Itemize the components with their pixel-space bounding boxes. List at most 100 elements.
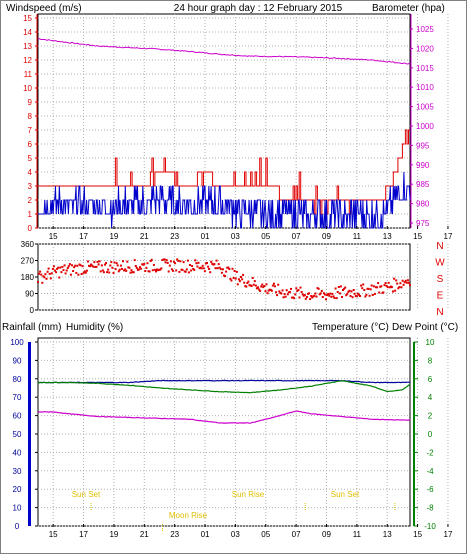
windspeed-tick-label: 15 xyxy=(23,14,32,23)
direction-point xyxy=(129,271,132,274)
direction-point xyxy=(42,275,45,278)
direction-point xyxy=(44,273,47,276)
temperature-tick-label: 10 xyxy=(426,338,435,347)
direction-point xyxy=(49,277,52,280)
direction-point xyxy=(348,289,351,292)
time-tick-label: 17 xyxy=(444,232,453,241)
temperature-title: Temperature (°C) xyxy=(312,322,389,333)
direction-point xyxy=(116,264,119,267)
direction-point xyxy=(386,286,389,289)
direction-point xyxy=(350,290,353,293)
direction-point xyxy=(81,265,84,268)
direction-point xyxy=(89,265,92,268)
direction-point xyxy=(371,294,374,296)
direction-point xyxy=(181,268,184,271)
direction-point xyxy=(69,273,72,276)
temperature-tick-label: 4 xyxy=(428,393,433,402)
time-tick-label: 15 xyxy=(413,530,422,539)
direction-point xyxy=(360,284,363,287)
direction-point xyxy=(155,270,157,273)
windspeed-tick-label: 11 xyxy=(24,70,33,79)
direction-point xyxy=(179,260,182,263)
direction-point xyxy=(325,298,327,301)
direction-tick-label: 270 xyxy=(21,257,35,266)
direction-point xyxy=(268,288,271,291)
direction-point xyxy=(387,281,390,284)
direction-point xyxy=(57,266,60,269)
direction-point xyxy=(66,267,69,269)
direction-point xyxy=(228,268,231,270)
direction-point xyxy=(213,263,216,266)
direction-point xyxy=(38,272,41,275)
time-tick-label: 09 xyxy=(322,232,331,241)
direction-point xyxy=(146,262,149,265)
windspeed-tick-label: 3 xyxy=(28,182,33,191)
direction-point xyxy=(214,267,217,270)
direction-point xyxy=(98,260,101,263)
windspeed-tick-label: 6 xyxy=(28,140,33,149)
direction-point xyxy=(280,292,283,295)
direction-point xyxy=(110,261,113,264)
barometer-tick-label: 1020 xyxy=(416,44,434,53)
direction-point xyxy=(273,282,275,285)
graph-date-title: 24 hour graph day : 12 February 2015 xyxy=(174,3,343,14)
direction-point xyxy=(390,286,393,289)
direction-point xyxy=(96,260,99,263)
windspeed-tick-label: 14 xyxy=(23,28,32,37)
direction-point xyxy=(50,272,53,275)
direction-point xyxy=(242,273,245,276)
direction-point xyxy=(296,290,299,292)
direction-point xyxy=(172,269,174,272)
compass-label: N xyxy=(436,241,443,252)
direction-point xyxy=(196,265,199,268)
direction-point xyxy=(217,263,220,266)
direction-point xyxy=(316,287,319,290)
direction-point xyxy=(354,295,357,298)
direction-point xyxy=(93,261,96,264)
direction-point xyxy=(62,269,65,271)
barometer-title: Barometer (hpa) xyxy=(372,3,445,14)
direction-point xyxy=(270,289,273,292)
direction-point xyxy=(174,262,177,265)
direction-point xyxy=(395,279,398,282)
time-tick-label: 17 xyxy=(79,232,88,241)
temperature-axis: -10 -8 -6 -4 -2 0 2 4 6 8 10 xyxy=(413,338,436,531)
temp-humidity-panel xyxy=(37,337,411,527)
direction-point xyxy=(208,268,211,270)
direction-point xyxy=(409,284,411,287)
direction-point xyxy=(115,262,118,265)
direction-point xyxy=(267,289,270,292)
direction-point xyxy=(219,268,222,271)
direction-tick-label: 90 xyxy=(25,290,34,299)
direction-point xyxy=(153,268,156,271)
direction-point xyxy=(232,276,235,279)
windspeed-tick-label: 8 xyxy=(28,112,33,121)
direction-point xyxy=(111,266,114,269)
direction-point xyxy=(313,294,316,297)
direction-point xyxy=(284,295,287,298)
direction-point xyxy=(251,277,254,279)
direction-point xyxy=(291,296,293,299)
direction-point xyxy=(145,266,148,269)
direction-point xyxy=(119,264,122,267)
direction-point xyxy=(247,280,250,283)
time-tick-label: 03 xyxy=(231,530,240,539)
direction-point xyxy=(39,270,42,273)
time-tick-label: 05 xyxy=(261,232,270,241)
windspeed-tick-label: 9 xyxy=(28,98,33,107)
direction-point xyxy=(54,269,56,272)
direction-point xyxy=(97,263,100,266)
direction-point xyxy=(238,280,241,283)
direction-point xyxy=(220,271,223,274)
direction-point xyxy=(37,281,39,283)
direction-point xyxy=(175,269,178,272)
humidity-tick-label: 50 xyxy=(13,430,22,439)
humidity-tick-label: 100 xyxy=(10,338,24,347)
temp-time-axis: 1517192123010305070911131517192123 xyxy=(49,524,453,539)
direction-point xyxy=(243,281,246,284)
temp-humidity-series xyxy=(37,379,411,424)
direction-point xyxy=(406,279,409,282)
direction-series xyxy=(37,258,411,301)
direction-point xyxy=(140,267,143,270)
